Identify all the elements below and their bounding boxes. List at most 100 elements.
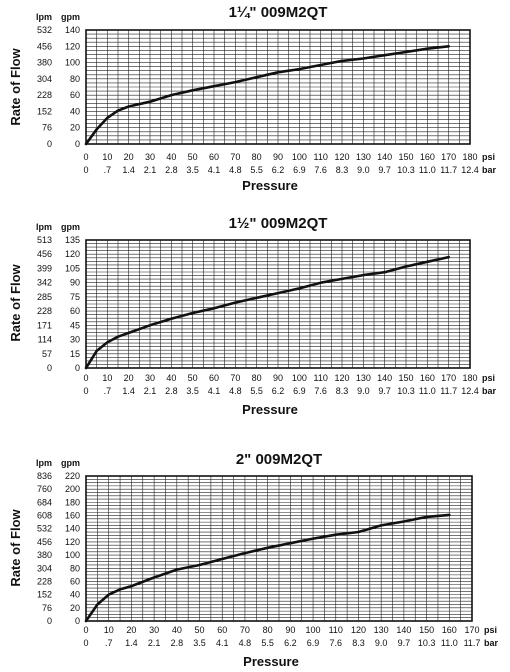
x-tick-label-bar: 10.3 [397, 386, 415, 396]
x-tick-label-bar: 10.3 [397, 165, 415, 175]
x-tick-label-psi: 50 [195, 625, 205, 635]
y-tick-label-gpm: 100 [65, 58, 80, 68]
y-tick-label-lpm: 0 [47, 363, 52, 373]
y-tick-label-gpm: 60 [70, 306, 80, 316]
x-tick-label-bar: 4.8 [239, 638, 252, 648]
x-tick-label-psi: 30 [145, 373, 155, 383]
y-tick-label-lpm: 228 [37, 90, 52, 100]
x-tick-label-bar: 7.6 [314, 386, 327, 396]
x-tick-label-bar: 6.9 [293, 165, 306, 175]
y-tick-label-gpm: 105 [65, 263, 80, 273]
x-tick-label-bar: 9.7 [378, 386, 391, 396]
x-unit-bar: bar [484, 638, 499, 648]
x-tick-label-psi: 150 [398, 373, 413, 383]
x-tick-label-psi: 0 [83, 625, 88, 635]
x-unit-bar: bar [482, 386, 497, 396]
y-tick-label-lpm: 304 [37, 563, 52, 573]
x-tick-label-bar: 6.9 [293, 386, 306, 396]
x-tick-label-bar: 9.7 [398, 638, 411, 648]
x-tick-label-bar: 4.1 [208, 386, 221, 396]
y-tick-label-gpm: 60 [70, 90, 80, 100]
y-tick-label-lpm: 171 [37, 320, 52, 330]
x-tick-label-bar: 9.0 [357, 165, 370, 175]
x-tick-label-psi: 110 [313, 152, 327, 162]
x-tick-label-psi: 130 [356, 373, 371, 383]
x-tick-label-bar: 2.8 [165, 386, 178, 396]
y-tick-label-gpm: 200 [65, 484, 80, 494]
x-tick-label-bar: 10.3 [418, 638, 436, 648]
chart-3: 2" 009M2QT020406080100120140160180200220… [8, 451, 499, 669]
y-tick-label-lpm: 114 [38, 335, 52, 345]
x-tick-label-psi: 120 [334, 152, 349, 162]
x-tick-label-bar: 9.0 [357, 386, 370, 396]
y-tick-label-gpm: 45 [70, 320, 80, 330]
y-tick-label-gpm: 0 [75, 616, 80, 626]
x-tick-label-psi: 130 [356, 152, 371, 162]
x-tick-label-psi: 30 [149, 625, 159, 635]
y-axis-label: Rate of Flow [8, 47, 23, 125]
flow-curve [84, 513, 451, 623]
x-tick-label-bar: 9.0 [375, 638, 388, 648]
x-tick-label-psi: 160 [420, 152, 435, 162]
y-tick-label-gpm: 180 [65, 497, 80, 507]
y-tick-label-gpm: 100 [65, 550, 80, 560]
y-tick-label-lpm: 228 [37, 576, 52, 586]
y-tick-label-lpm: 304 [37, 74, 52, 84]
y-tick-label-lpm: 152 [37, 106, 52, 116]
x-tick-label-psi: 70 [240, 625, 250, 635]
x-tick-label-bar: 11.0 [419, 386, 436, 396]
y-unit-lpm: lpm [36, 458, 52, 468]
x-unit-bar: bar [482, 165, 497, 175]
chart-1: 1¼" 009M2QT02040608010012014007615222830… [8, 4, 497, 193]
x-tick-label-bar: 2.1 [148, 638, 161, 648]
x-tick-label-psi: 170 [441, 373, 456, 383]
x-tick-label-psi: 150 [419, 625, 434, 635]
x-tick-label-psi: 80 [263, 625, 273, 635]
x-tick-label-psi: 20 [124, 373, 134, 383]
y-tick-label-gpm: 220 [65, 471, 80, 481]
x-tick-label-psi: 20 [126, 625, 136, 635]
y-axis-label: Rate of Flow [8, 263, 23, 341]
x-tick-label-bar: 6.2 [284, 638, 297, 648]
plot-frame [85, 239, 471, 369]
y-tick-label-lpm: 513 [37, 235, 52, 245]
grid [85, 475, 473, 622]
y-tick-label-gpm: 120 [65, 249, 80, 259]
y-tick-label-lpm: 684 [37, 497, 52, 507]
x-tick-label-bar: 4.8 [229, 165, 242, 175]
x-axis-label: Pressure [243, 654, 299, 669]
x-tick-label-bar: 0 [83, 638, 88, 648]
y-tick-label-gpm: 40 [70, 590, 80, 600]
x-tick-label-bar: .7 [104, 386, 112, 396]
x-tick-label-psi: 180 [462, 373, 477, 383]
x-tick-label-psi: 40 [166, 152, 176, 162]
chart-2: 1½" 009M2QT01530456075901051201350571141… [8, 215, 497, 417]
x-tick-label-bar: 6.9 [307, 638, 320, 648]
y-unit-gpm: gpm [61, 222, 80, 232]
x-tick-label-bar: 7.6 [314, 165, 327, 175]
x-tick-label-bar: 11.7 [464, 638, 481, 648]
x-tick-label-psi: 30 [145, 152, 155, 162]
y-tick-label-lpm: 532 [37, 524, 52, 534]
x-unit-psi: psi [482, 152, 495, 162]
x-axis-label: Pressure [242, 178, 298, 193]
x-tick-label-psi: 80 [252, 373, 262, 383]
x-tick-label-psi: 70 [230, 373, 240, 383]
y-tick-label-lpm: 57 [42, 349, 52, 359]
y-tick-label-gpm: 30 [70, 335, 80, 345]
x-tick-label-psi: 10 [102, 373, 112, 383]
x-tick-label-bar: .7 [104, 165, 112, 175]
y-tick-label-gpm: 160 [65, 511, 80, 521]
y-tick-label-gpm: 40 [70, 106, 80, 116]
y-tick-label-gpm: 0 [75, 139, 80, 149]
x-tick-label-psi: 120 [334, 373, 349, 383]
x-tick-label-psi: 150 [398, 152, 413, 162]
flow-curve [84, 255, 451, 370]
y-unit-lpm: lpm [36, 222, 52, 232]
x-tick-label-bar: 5.5 [250, 386, 263, 396]
x-tick-label-bar: 2.8 [165, 165, 178, 175]
x-tick-label-bar: 11.0 [441, 638, 458, 648]
x-tick-label-bar: 8.3 [336, 165, 349, 175]
x-tick-label-bar: 12.4 [461, 165, 479, 175]
